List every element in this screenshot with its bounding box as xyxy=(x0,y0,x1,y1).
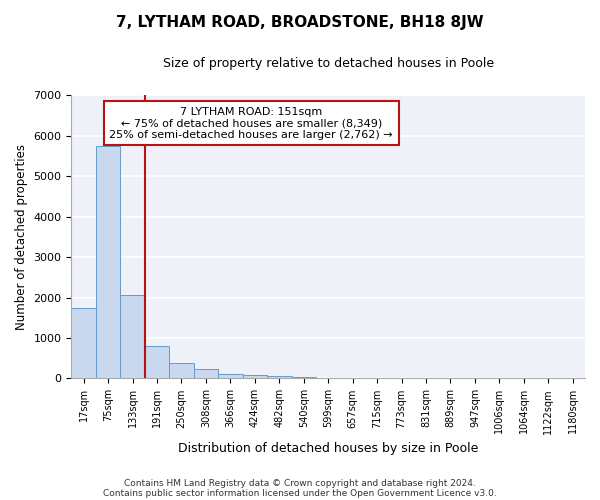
Text: 7, LYTHAM ROAD, BROADSTONE, BH18 8JW: 7, LYTHAM ROAD, BROADSTONE, BH18 8JW xyxy=(116,15,484,30)
Bar xyxy=(96,146,121,378)
Bar xyxy=(267,376,292,378)
Title: Size of property relative to detached houses in Poole: Size of property relative to detached ho… xyxy=(163,58,494,70)
Bar xyxy=(169,364,194,378)
Bar xyxy=(218,374,242,378)
X-axis label: Distribution of detached houses by size in Poole: Distribution of detached houses by size … xyxy=(178,442,478,455)
Bar xyxy=(121,294,145,378)
Y-axis label: Number of detached properties: Number of detached properties xyxy=(15,144,28,330)
Text: 7 LYTHAM ROAD: 151sqm
← 75% of detached houses are smaller (8,349)
25% of semi-d: 7 LYTHAM ROAD: 151sqm ← 75% of detached … xyxy=(109,106,393,140)
Text: Contains HM Land Registry data © Crown copyright and database right 2024.: Contains HM Land Registry data © Crown c… xyxy=(124,478,476,488)
Bar xyxy=(71,308,96,378)
Bar xyxy=(292,377,316,378)
Text: Contains public sector information licensed under the Open Government Licence v3: Contains public sector information licen… xyxy=(103,488,497,498)
Bar xyxy=(145,346,169,378)
Bar xyxy=(242,376,267,378)
Bar xyxy=(194,369,218,378)
